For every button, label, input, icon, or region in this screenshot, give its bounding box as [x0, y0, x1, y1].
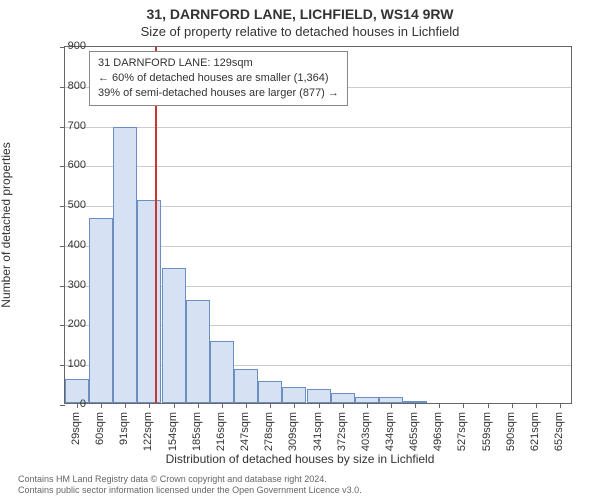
x-tick-label: 652sqm: [553, 412, 565, 451]
x-tick-mark: [222, 403, 223, 408]
x-tick-label: 278sqm: [263, 412, 275, 451]
x-tick-mark: [125, 403, 126, 408]
x-tick-label: 621sqm: [529, 412, 541, 451]
footer-line-1: Contains HM Land Registry data © Crown c…: [18, 474, 362, 485]
x-tick-mark: [463, 403, 464, 408]
plot-area: 31 DARNFORD LANE: 129sqm← 60% of detache…: [64, 46, 572, 404]
y-tick-label: 100: [42, 358, 86, 370]
histogram-bar: [186, 300, 210, 403]
x-tick-label: 559sqm: [481, 412, 493, 451]
page-subtitle: Size of property relative to detached ho…: [0, 22, 600, 39]
histogram-bar: [258, 381, 282, 403]
x-tick-label: 247sqm: [239, 412, 251, 451]
x-tick-mark: [294, 403, 295, 408]
x-tick-mark: [512, 403, 513, 408]
y-tick-label: 700: [42, 120, 86, 132]
y-tick-label: 800: [42, 80, 86, 92]
x-tick-label: 341sqm: [312, 412, 324, 451]
footer-line-2: Contains public sector information licen…: [18, 485, 362, 496]
histogram-bar: [331, 393, 355, 403]
y-tick-label: 300: [42, 279, 86, 291]
y-axis-label: Number of detached properties: [0, 142, 13, 307]
x-tick-mark: [246, 403, 247, 408]
x-tick-label: 309sqm: [287, 412, 299, 451]
x-tick-label: 496sqm: [432, 412, 444, 451]
x-tick-mark: [439, 403, 440, 408]
histogram-bar: [307, 389, 331, 403]
x-tick-mark: [149, 403, 150, 408]
x-tick-label: 465sqm: [408, 412, 420, 451]
histogram-bar: [282, 387, 306, 403]
annotation-line: 31 DARNFORD LANE: 129sqm: [98, 56, 339, 71]
histogram-bar: [113, 127, 137, 403]
x-tick-label: 434sqm: [384, 412, 396, 451]
gridline: [65, 166, 571, 167]
y-tick-label: 500: [42, 199, 86, 211]
page-title: 31, DARNFORD LANE, LICHFIELD, WS14 9RW: [0, 0, 600, 22]
annotation-line: 39% of semi-detached houses are larger (…: [98, 86, 339, 101]
x-tick-label: 122sqm: [142, 412, 154, 451]
x-tick-mark: [560, 403, 561, 408]
x-tick-label: 403sqm: [360, 412, 372, 451]
x-tick-mark: [270, 403, 271, 408]
annotation-box: 31 DARNFORD LANE: 129sqm← 60% of detache…: [89, 51, 348, 106]
x-tick-mark: [415, 403, 416, 408]
y-tick-label: 600: [42, 159, 86, 171]
x-tick-mark: [101, 403, 102, 408]
y-tick-label: 200: [42, 318, 86, 330]
x-tick-mark: [174, 403, 175, 408]
histogram-bar: [210, 341, 234, 403]
histogram-bar: [162, 268, 186, 403]
x-tick-label: 60sqm: [94, 412, 106, 445]
x-tick-label: 216sqm: [215, 412, 227, 451]
x-tick-mark: [343, 403, 344, 408]
x-tick-label: 185sqm: [191, 412, 203, 451]
x-tick-mark: [319, 403, 320, 408]
y-tick-label: 400: [42, 239, 86, 251]
x-tick-label: 29sqm: [70, 412, 82, 445]
x-tick-label: 372sqm: [336, 412, 348, 451]
footer-attribution: Contains HM Land Registry data © Crown c…: [18, 474, 362, 497]
y-tick-label: 0: [42, 398, 86, 410]
annotation-line: ← 60% of detached houses are smaller (1,…: [98, 71, 339, 86]
histogram-bar: [137, 200, 161, 403]
y-tick-label: 900: [42, 40, 86, 52]
x-axis-label: Distribution of detached houses by size …: [0, 452, 600, 466]
x-tick-label: 590sqm: [505, 412, 517, 451]
x-tick-label: 91sqm: [118, 412, 130, 445]
x-tick-label: 527sqm: [456, 412, 468, 451]
x-tick-mark: [391, 403, 392, 408]
x-tick-mark: [536, 403, 537, 408]
x-tick-mark: [488, 403, 489, 408]
histogram-bar: [234, 369, 258, 403]
histogram-bar: [89, 218, 113, 403]
x-tick-label: 154sqm: [167, 412, 179, 451]
gridline: [65, 127, 571, 128]
x-tick-mark: [198, 403, 199, 408]
x-tick-mark: [367, 403, 368, 408]
